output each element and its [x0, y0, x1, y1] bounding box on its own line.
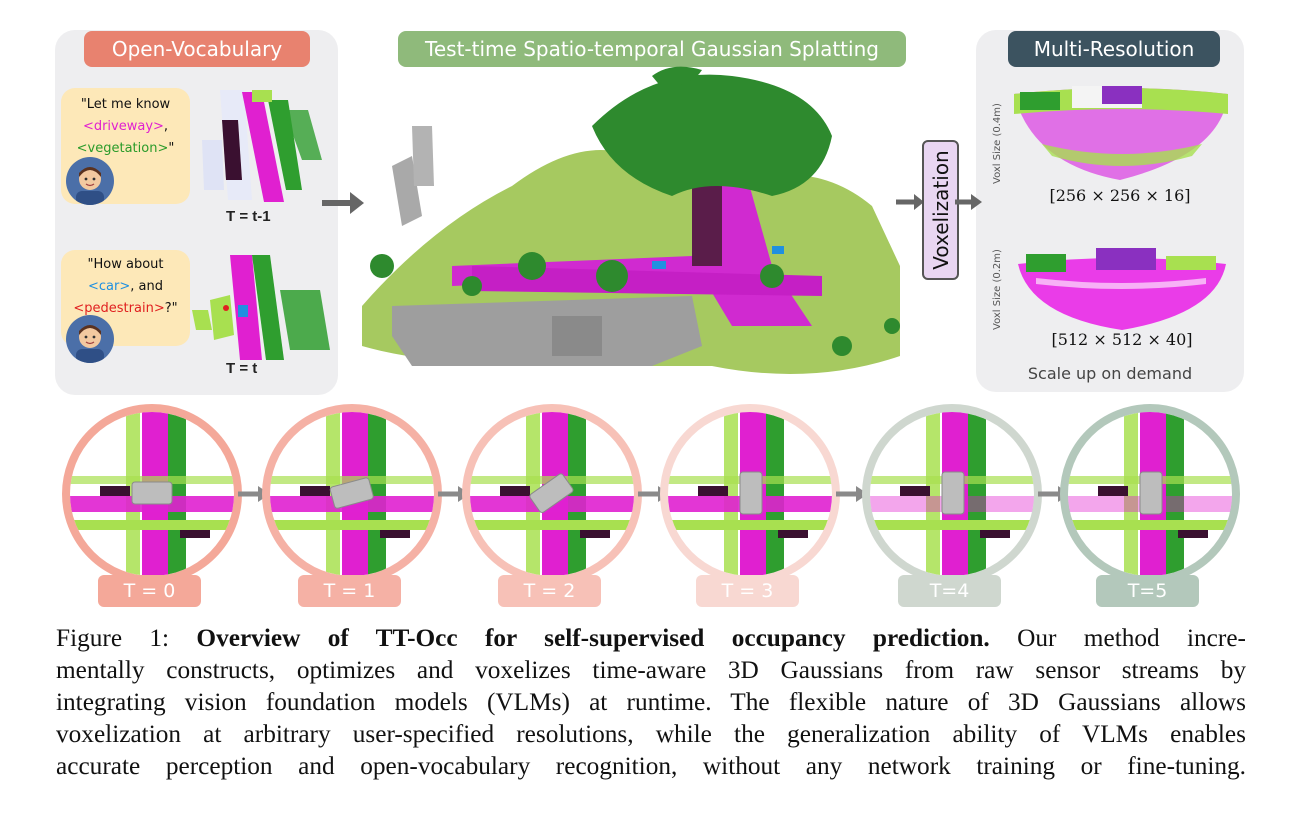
open-vocabulary-title: Open-Vocabulary [84, 31, 310, 67]
timestep-circle [62, 404, 242, 584]
timestep-label: T = 1 [298, 575, 401, 607]
caption-prefix: Figure 1: [56, 624, 197, 652]
query-1-end: " [168, 141, 175, 156]
timestep-circle [1060, 404, 1240, 584]
user-avatar-icon [66, 315, 114, 363]
multi-resolution-title: Multi-Resolution [1008, 31, 1220, 67]
arrow-right-icon [896, 194, 924, 210]
voxel-result-fine [1018, 248, 1226, 330]
scene-t [192, 255, 330, 360]
driveway-tag: <driveway> [82, 119, 164, 134]
arrow-right-icon [322, 192, 364, 214]
query-2-prefix: "How about [87, 257, 164, 272]
query-2-and: , and [130, 279, 163, 294]
voxel-result-coarse [1014, 86, 1228, 180]
gaussian-splatting-scene [362, 66, 900, 374]
time-label-t: T = t [226, 360, 258, 377]
caption-bold: Overview of TT-Occ for self-supervised o… [196, 624, 990, 652]
timestep-circle [660, 404, 840, 584]
caption-line-1: Figure 1: Overview of TT-Occ for self-su… [56, 622, 1246, 654]
query-1-prefix: "Let me know [80, 97, 171, 112]
pedestrian-tag: <pedestrain> [73, 301, 165, 316]
car-tag: <car> [88, 279, 131, 294]
voxel-size-label-1: Voxl Size (0.4m) [992, 103, 1003, 184]
timestep-label: T = 2 [498, 575, 601, 607]
figure-caption: Figure 1: Overview of TT-Occ for self-su… [56, 622, 1246, 782]
timestep-circle [462, 404, 642, 584]
vegetation-tag: <vegetation> [76, 141, 169, 156]
query-2-end: ?" [164, 301, 178, 316]
caption-line-3: integrating vision foundation models (VL… [56, 688, 1246, 716]
voxel-size-label-2: Voxl Size (0.2m) [992, 249, 1003, 330]
voxelization-label: Voxelization [928, 150, 953, 270]
resolution-dims-2: [512 × 512 × 40] [1051, 330, 1193, 349]
resolution-dims-1: [256 × 256 × 16] [1049, 186, 1191, 205]
caption-line-4: voxelization at arbitrary user-specified… [56, 720, 1246, 748]
time-label-t-minus-1: T = t-1 [226, 208, 271, 225]
timestep-label: T = 0 [98, 575, 201, 607]
caption-line-2: mentally constructs, optimizes and voxel… [56, 656, 1246, 684]
timestep-circle [262, 404, 442, 584]
user-avatar-icon [66, 157, 114, 205]
voxelization-box: Voxelization [922, 140, 959, 280]
timestep-label: T=5 [1096, 575, 1199, 607]
scene-t-minus-1 [202, 90, 322, 202]
scale-up-note: Scale up on demand [1027, 364, 1193, 383]
timestep-circle [862, 404, 1042, 584]
caption-line-5: accurate perception and open-vocabulary … [56, 752, 1246, 780]
timestep-label: T = 3 [696, 575, 799, 607]
arrow-right-icon [955, 194, 982, 210]
gaussian-splatting-title: Test-time Spatio-temporal Gaussian Splat… [398, 31, 906, 67]
caption-line-1-rest: Our method incre- [989, 624, 1246, 652]
query-bubble-1: "Let me know <driveway>, <vegetation>" [61, 88, 190, 204]
query-1-comma: , [163, 119, 169, 134]
timestep-label: T=4 [898, 575, 1001, 607]
